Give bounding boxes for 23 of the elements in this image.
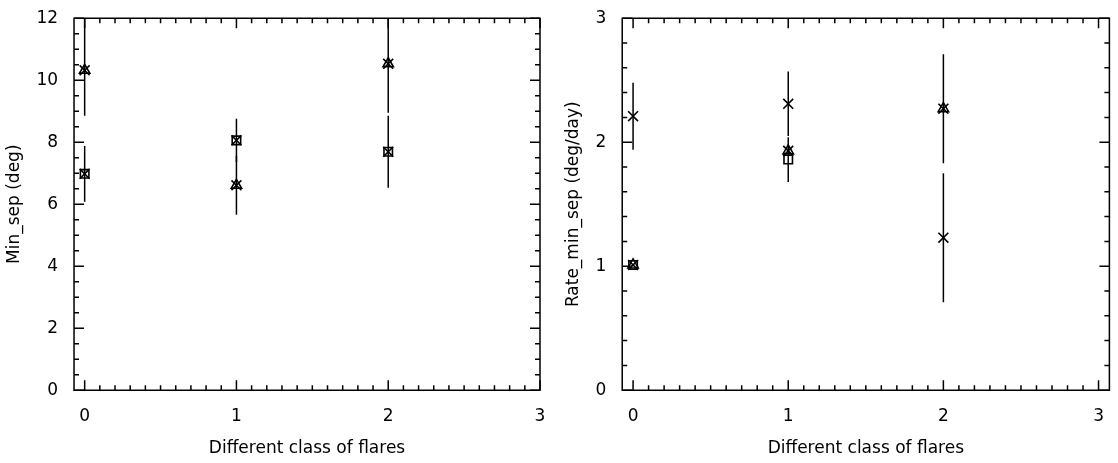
x-tick-label: 1	[231, 404, 242, 425]
x-tick-label: 0	[627, 404, 639, 425]
x-tick-label: 3	[1093, 404, 1104, 425]
x-tick-label: 2	[382, 404, 394, 425]
x-tick-label: 3	[534, 404, 546, 425]
x-axis-title: Different class of flares	[767, 437, 965, 458]
y-tick-label: 8	[47, 130, 59, 151]
y-tick-label: 1	[595, 254, 607, 275]
y-tick-label: 3	[595, 6, 607, 27]
y-axis-title: Min_sep (deg)	[2, 144, 24, 264]
x-tick-label: 0	[79, 404, 91, 425]
y-tick-label: 2	[595, 130, 607, 151]
x-axis-title: Different class of flares	[208, 437, 406, 458]
y-tick-label: 0	[595, 378, 607, 399]
y-tick-label: 10	[36, 68, 59, 89]
y-tick-label: 4	[47, 254, 59, 275]
y-axis-title: Rate_min_sep (deg/day)	[561, 101, 583, 308]
y-tick-label: 2	[47, 316, 59, 337]
x-tick-label: 2	[937, 404, 949, 425]
x-tick-label: 1	[782, 404, 794, 425]
y-tick-label: 12	[36, 6, 59, 27]
y-tick-label: 0	[47, 378, 59, 399]
y-tick-label: 6	[47, 192, 59, 213]
